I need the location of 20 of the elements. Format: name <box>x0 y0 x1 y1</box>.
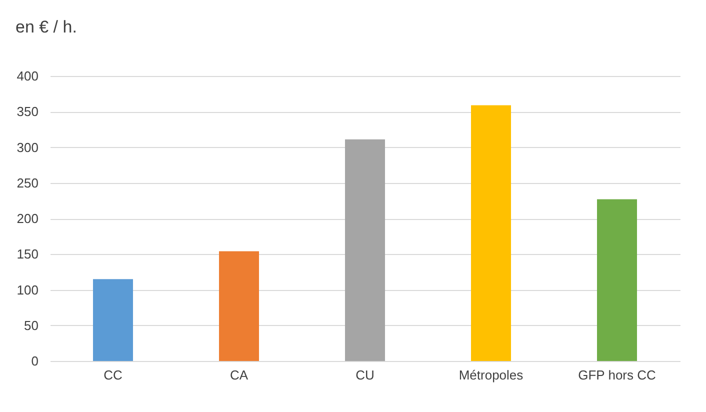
bar <box>219 251 259 361</box>
y-tick-label: 100 <box>16 282 38 298</box>
x-tick-label: Métropoles <box>458 368 524 382</box>
bar <box>597 199 637 361</box>
x-tick-label: CC <box>104 368 122 382</box>
y-tick-label: 150 <box>16 246 38 262</box>
y-tick-label: 0 <box>31 354 38 368</box>
bar <box>93 279 133 361</box>
y-axis-title: en € / h. <box>16 18 77 36</box>
x-tick-label: GFP hors CC <box>578 368 656 382</box>
x-tick-label: CA <box>230 368 248 382</box>
y-tick-label: 300 <box>16 140 38 155</box>
x-tick-label: CU <box>356 368 374 382</box>
y-tick-label: 350 <box>16 104 38 120</box>
bar <box>345 139 385 361</box>
y-tick-label: 250 <box>16 175 38 190</box>
y-tick-label: 50 <box>24 318 38 333</box>
y-tick-label: 200 <box>16 211 38 226</box>
bar <box>471 105 511 361</box>
y-tick-label: 400 <box>16 68 38 84</box>
